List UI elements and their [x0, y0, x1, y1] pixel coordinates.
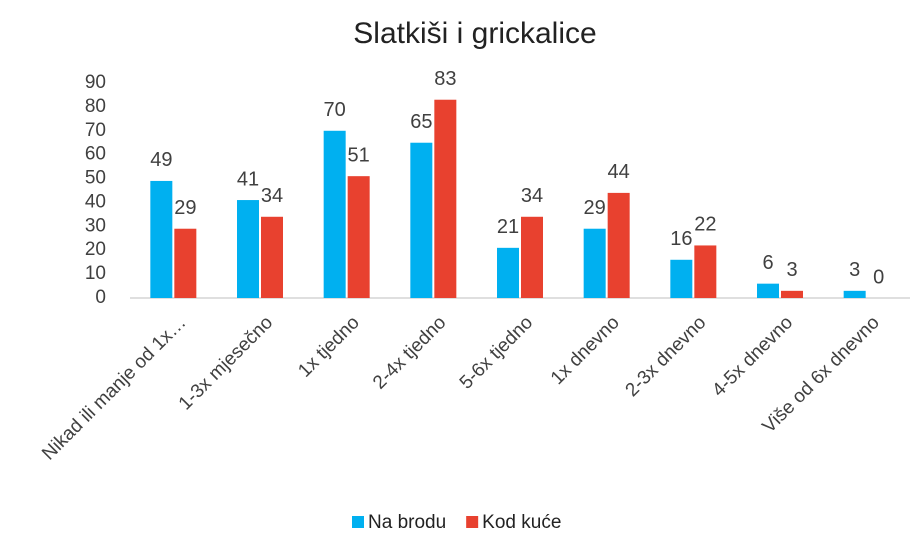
data-label: 29: [584, 197, 606, 219]
data-label: 6: [762, 252, 773, 274]
y-tick-label: 40: [85, 191, 106, 212]
data-label: 0: [873, 266, 884, 288]
y-tick-label: 20: [85, 239, 106, 260]
bar: [781, 290, 803, 298]
x-tick-label: 2-4x tjedno: [369, 312, 450, 393]
legend-label: Kod kuće: [482, 512, 561, 533]
x-tick-label: 5-6x tjedno: [456, 312, 537, 393]
y-tick-label: 30: [85, 215, 106, 236]
bar: [261, 216, 283, 298]
data-label: 70: [324, 99, 346, 121]
data-label: 3: [786, 259, 797, 281]
data-label: 51: [348, 144, 370, 166]
data-label: 41: [237, 168, 259, 190]
data-label: 16: [670, 228, 692, 250]
x-tick-label: 1x tjedno: [294, 312, 363, 381]
bar: [843, 290, 866, 298]
data-label: 34: [261, 185, 283, 207]
x-tick-label: Nikad ili manje od 1x…: [38, 312, 190, 464]
x-tick-label: 4-5x dnevno: [708, 312, 797, 401]
chart-title: Slatkiši i grickalice: [353, 17, 596, 50]
bar: [410, 142, 433, 298]
data-label: 44: [608, 161, 630, 183]
bar: [757, 283, 779, 298]
legend-swatch: [352, 516, 364, 528]
y-tick-label: 0: [95, 287, 106, 308]
data-label: 22: [694, 214, 716, 236]
bar: [694, 245, 717, 298]
y-tick-label: 60: [85, 144, 106, 165]
y-tick-label: 70: [85, 120, 106, 141]
y-tick-label: 50: [85, 168, 106, 189]
legend-swatch: [466, 516, 479, 528]
bar: [347, 176, 370, 298]
bar: [323, 130, 346, 298]
data-label: 49: [150, 149, 172, 171]
data-label: 21: [497, 216, 519, 238]
x-tick-label: 1-3x mjesečno: [175, 312, 277, 414]
bar: [607, 192, 630, 298]
data-label: 3: [849, 259, 860, 281]
x-tick-label: 1x dnevno: [547, 312, 624, 389]
bar: [521, 216, 543, 298]
bar: [150, 180, 173, 298]
bar: [434, 99, 457, 298]
data-label: 34: [521, 185, 543, 207]
bar: [497, 247, 519, 298]
bar: [670, 259, 693, 298]
y-tick-label: 80: [85, 96, 106, 117]
bar: [174, 228, 197, 298]
bar: [583, 228, 606, 298]
data-label: 83: [434, 68, 456, 90]
data-label: 65: [410, 111, 432, 133]
legend-label: Na brodu: [368, 512, 446, 533]
y-tick-label: 10: [85, 263, 106, 284]
y-tick-label: 90: [85, 72, 106, 93]
bar: [237, 200, 259, 298]
x-tick-label: 2-3x dnevno: [622, 312, 711, 401]
data-label: 29: [174, 197, 196, 219]
